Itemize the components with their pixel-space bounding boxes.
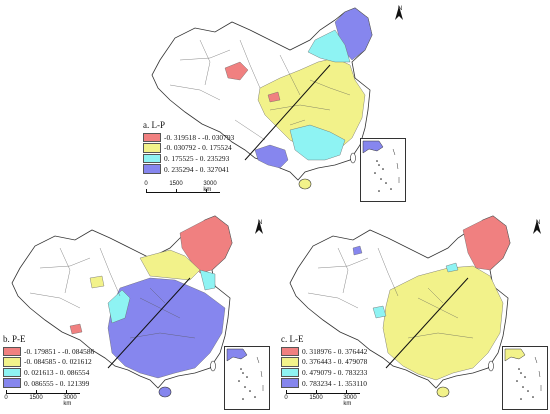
region-yellow	[382, 265, 504, 381]
region-red-2	[267, 91, 281, 103]
legend-swatch	[143, 143, 161, 153]
region-red-w	[69, 323, 83, 335]
region-cyan-se	[289, 124, 346, 161]
legend-swatch	[281, 346, 299, 357]
taiwan-island	[210, 360, 216, 372]
region-red-1	[224, 61, 249, 81]
region-yellow-w	[89, 275, 105, 289]
region-cyan-2	[199, 269, 216, 291]
hainan-island	[436, 386, 450, 398]
legend-c: c. L-E 0. 318976 - 0. 376442 0. 376443 -…	[281, 334, 367, 388]
south-china-sea-inset-c	[502, 346, 548, 410]
hu-line	[385, 277, 469, 369]
legend-row: 0. 318976 - 0. 376442	[281, 346, 367, 357]
scale-bar-b: 0 1500 3000 km	[4, 389, 80, 407]
region-yellow-n	[139, 249, 201, 281]
legend-a: a. L-P -0. 319518 - -0. 030793 -0. 03079…	[143, 120, 234, 174]
legend-b: b. P-E -0. 179851 - -0. 084586 -0. 08458…	[3, 334, 94, 388]
legend-row: 0. 086555 - 0. 121399	[3, 378, 94, 389]
region-cyan	[107, 289, 131, 324]
region-cyan-2	[445, 262, 459, 273]
legend-row: -0. 319518 - -0. 030793	[143, 132, 234, 143]
province-lines	[29, 247, 196, 339]
hu-line	[107, 277, 191, 369]
south-china-sea-inset-a	[360, 138, 406, 202]
south-china-sea-inset-b	[224, 346, 270, 410]
legend-swatch	[143, 164, 161, 174]
taiwan-island	[350, 152, 356, 164]
legend-row: 0. 175525 - 0. 235293	[143, 153, 234, 164]
china-map-c	[289, 215, 511, 398]
legend-row: -0. 030792 - 0. 175524	[143, 143, 234, 154]
north-arrow-b: N	[254, 220, 266, 234]
north-arrow-a: N	[394, 6, 406, 20]
legend-row: 0. 021613 - 0. 086554	[3, 367, 94, 378]
legend-title-c: c. L-E	[281, 334, 304, 344]
hu-line	[244, 64, 331, 161]
province-lines	[307, 247, 474, 339]
legend-row: 0. 479079 - 0. 783233	[281, 367, 367, 378]
legend-row: 0. 783234 - 1. 353110	[281, 378, 367, 389]
scale-bar-c: 0 1500 3000 km	[284, 389, 360, 407]
province-lines	[169, 39, 351, 141]
region-red-ne	[462, 215, 511, 271]
hainan-island	[158, 386, 172, 398]
legend-swatch	[3, 346, 21, 357]
region-red-ne	[179, 215, 233, 274]
region-blue-w	[352, 245, 363, 256]
scale-bar-a: 0 1500 3000 km	[144, 180, 220, 193]
china-map-a	[151, 7, 373, 190]
region-blue-s	[254, 144, 289, 169]
china-map-b	[11, 215, 233, 398]
legend-row: -0. 084585 - 0. 021612	[3, 357, 94, 368]
region-blue	[107, 277, 226, 379]
region-cyan-n	[307, 29, 351, 63]
legend-swatch	[3, 378, 21, 388]
north-arrow-c: N	[532, 220, 544, 234]
legend-swatch	[281, 367, 299, 378]
map-panel-b: N	[0, 208, 270, 414]
hainan-island	[298, 178, 312, 190]
legend-row: -0. 179851 - -0. 084586	[3, 346, 94, 357]
legend-swatch	[281, 357, 299, 367]
map-panel-a: N	[140, 0, 410, 205]
legend-swatch	[143, 132, 161, 143]
taiwan-island	[488, 360, 494, 372]
legend-swatch	[143, 153, 161, 164]
legend-title-a: a. L-P	[143, 120, 165, 130]
legend-swatch	[3, 367, 21, 378]
legend-title-b: b. P-E	[3, 334, 26, 344]
map-panel-c: N	[278, 208, 548, 414]
region-cyan	[372, 305, 387, 319]
legend-row: 0. 376443 - 0. 479078	[281, 357, 367, 368]
legend-swatch	[281, 378, 299, 388]
legend-row: 0. 235294 - 0. 327041	[143, 164, 234, 175]
legend-swatch	[3, 357, 21, 367]
